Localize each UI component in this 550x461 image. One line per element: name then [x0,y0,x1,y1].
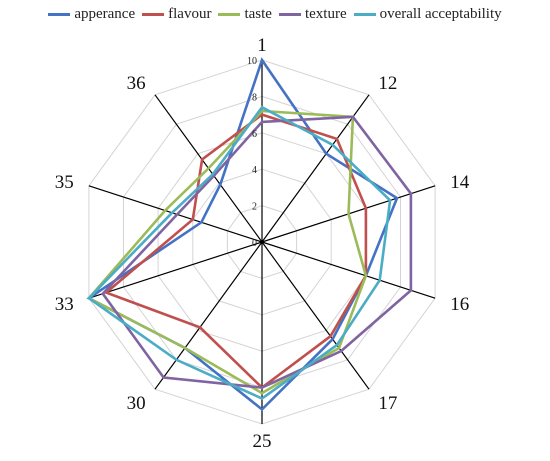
legend-item: flavour [142,6,211,23]
legend-swatch [218,12,241,16]
legend-swatch [142,12,165,16]
tick-label: 0 [252,238,257,249]
series-line [101,115,413,389]
legend-label: taste [244,5,272,22]
axis-spoke [88,241,263,299]
category-label: 35 [55,172,74,193]
category-label: 14 [450,172,470,193]
legend-swatch [278,12,301,16]
tick-label: 2 [252,202,257,213]
category-label: 33 [55,294,74,315]
series-line [86,57,399,412]
label-layer: 0 2 4 6 8 101 12 14 16 17 25 30 33 35 36 [55,35,470,452]
legend: apperance flavour taste texture overall acce… [0,0,550,28]
category-label: 1 [257,35,267,56]
tick-label: 6 [252,129,257,140]
axis-spoke [261,241,436,299]
legend-label: flavour [168,5,212,22]
legend-label: overall acceptability [379,5,502,22]
legend-swatch [353,12,376,16]
legend-swatch [48,12,71,16]
legend-label: apperance [74,5,136,22]
series-line [86,109,368,395]
tick-label: 8 [252,92,257,103]
tick-label: 4 [252,165,257,176]
category-label: 25 [253,431,272,452]
series-layer [86,57,413,412]
legend-item: overall acceptability [353,5,502,23]
tick-label: 10 [247,56,257,67]
axis-spoke [154,241,263,390]
category-label: 36 [127,73,146,94]
category-label: 12 [378,73,397,94]
axis-spoke [261,94,370,243]
legend-label: texture [304,5,347,22]
series-line [86,105,392,400]
axis-spoke [88,185,263,243]
category-label: 17 [378,393,397,414]
axis-spoke [261,241,370,390]
category-label: 30 [127,393,146,414]
legend-item: apperance [48,6,135,23]
legend-item: texture [278,5,347,23]
legend-item: taste [218,6,272,23]
category-label: 16 [450,294,469,315]
